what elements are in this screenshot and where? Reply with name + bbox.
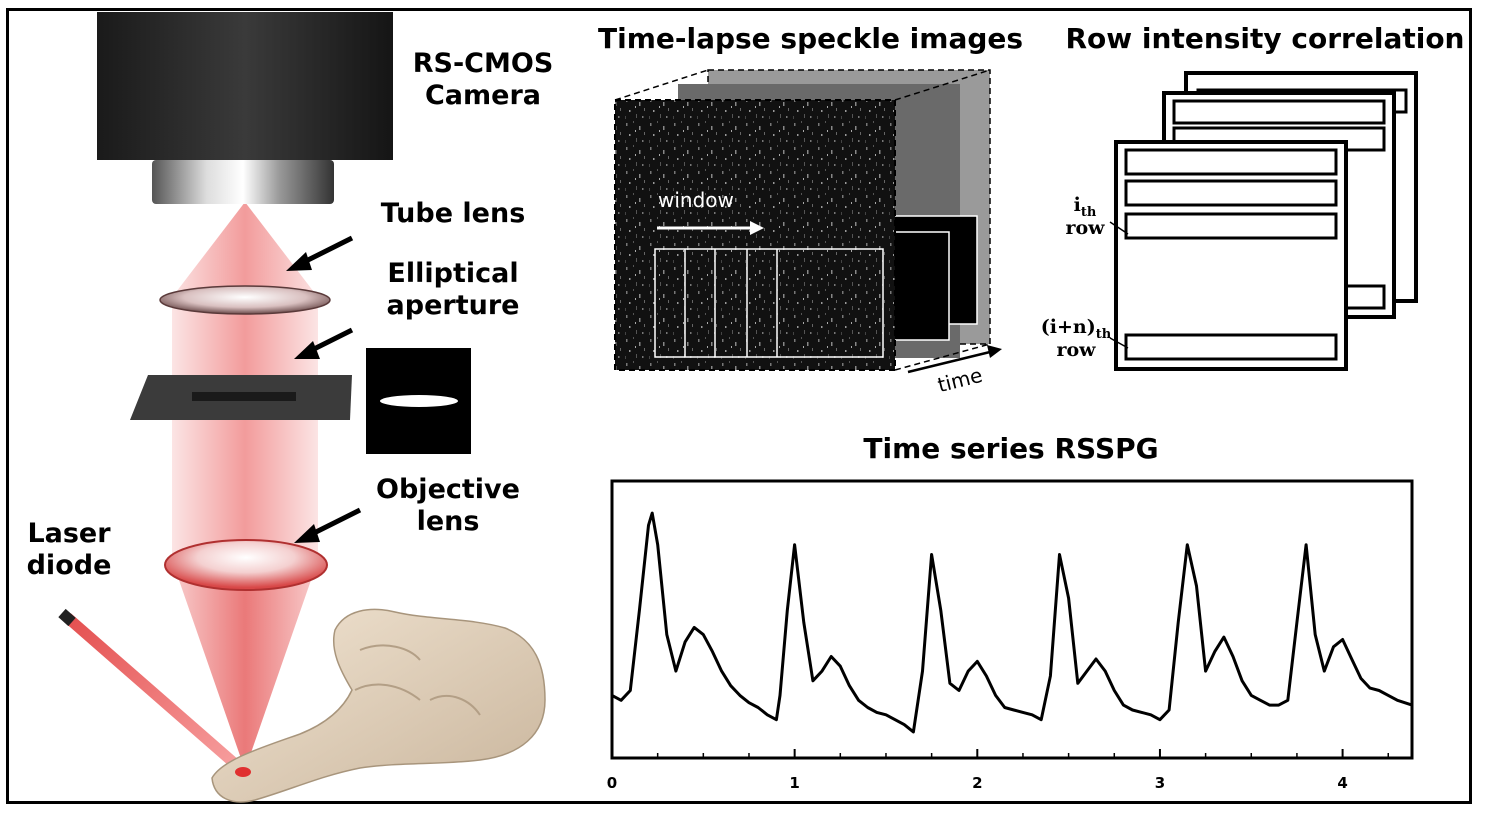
row-i-plus-n-main: (i+n): [1040, 316, 1096, 338]
camera-label-line-1: RS-CMOS: [412, 48, 554, 79]
camera-lens-mount: [152, 160, 334, 204]
laser-beam: [62, 612, 248, 776]
laser-label-line-1: Laser: [27, 518, 111, 549]
objective-label-line-1: Objective: [376, 474, 520, 505]
row-i-main: i: [1073, 194, 1081, 216]
hand-icon: [211, 608, 546, 803]
laser-label: Laser diode: [14, 518, 124, 583]
row-i-plus-n-word: row: [1056, 339, 1096, 362]
camera-body: [97, 12, 393, 160]
camera-label-line-2: Camera: [424, 80, 541, 112]
objective-label-line-2: lens: [416, 506, 480, 538]
chart-title: Time series RSSPG: [863, 432, 1159, 465]
aperture-label-line-2: aperture: [386, 290, 520, 322]
objective-lens: [164, 539, 328, 591]
objective-label: Objective lens: [363, 474, 533, 539]
row-i-plus-n-label: (i+n)th row: [1036, 316, 1116, 362]
aperture-ellipse: [380, 395, 458, 407]
row-i-word: row: [1065, 217, 1105, 240]
aperture-label: Elliptical aperture: [368, 258, 538, 323]
figure-frame: [6, 8, 1472, 804]
correlation-title: Row intensity correlation: [1065, 22, 1465, 55]
beam-lower: [172, 560, 318, 770]
camera-label: RS-CMOS Camera: [398, 48, 568, 113]
aperture-slit: [192, 392, 296, 401]
tube-lens: [159, 285, 331, 315]
laser-diode-tip: [58, 608, 76, 627]
objective-arrow: [294, 507, 362, 543]
tube-lens-arrow: [286, 235, 354, 271]
tube-lens-label-text: Tube lens: [380, 198, 526, 229]
aperture-arrow: [294, 327, 354, 359]
finger-laser-spot: [235, 767, 251, 777]
beam-middle: [172, 300, 318, 560]
tube-lens-label: Tube lens: [368, 198, 538, 230]
laser-label-line-2: diode: [26, 550, 112, 582]
row-i-plus-n-sub: th: [1095, 326, 1112, 342]
speckle-title: Time-lapse speckle images: [598, 22, 1024, 55]
beam-upper: [170, 202, 320, 300]
hand-knuckles: [354, 644, 481, 716]
row-i-label: ith row: [1060, 194, 1110, 240]
row-i-sub: th: [1080, 204, 1097, 220]
aperture-label-line-1: Elliptical: [387, 258, 519, 289]
window-label: window: [658, 188, 734, 212]
